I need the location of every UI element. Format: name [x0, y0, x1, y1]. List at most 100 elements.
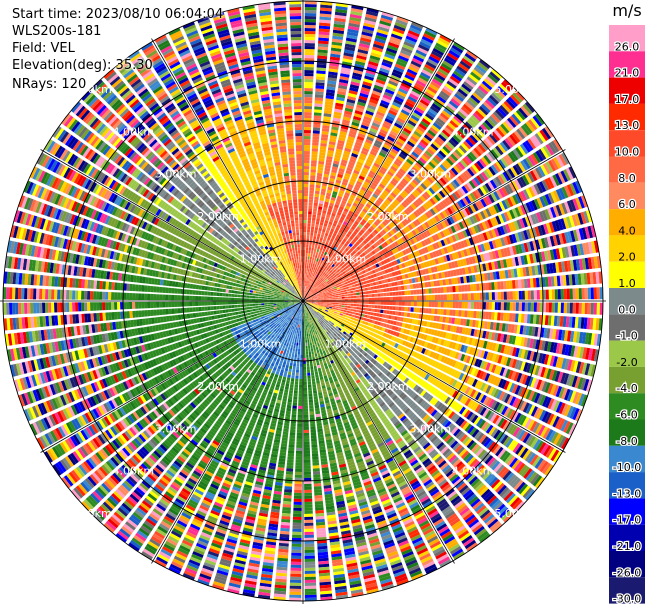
radar-gate	[448, 236, 454, 244]
radar-gate	[330, 238, 334, 243]
radar-gate	[305, 256, 308, 260]
radar-gate	[558, 187, 566, 200]
radar-gate	[431, 235, 437, 242]
radar-gate	[441, 210, 448, 218]
radar-gate	[398, 291, 402, 296]
radar-gate	[503, 79, 514, 90]
radar-gate	[481, 156, 490, 166]
radar-gate	[345, 141, 354, 147]
radar-gate	[525, 187, 533, 199]
radar-gate	[397, 316, 401, 321]
radar-gate	[446, 141, 455, 150]
radar-gate	[345, 233, 351, 238]
radar-gate	[448, 182, 456, 191]
radar-gate	[519, 267, 524, 277]
radar-gate	[323, 170, 330, 175]
radar-gate	[345, 265, 349, 269]
radar-gate	[350, 10, 363, 16]
radar-gate	[359, 254, 364, 259]
radar-gate	[406, 207, 413, 214]
radar-gate	[366, 158, 373, 165]
radar-gate	[361, 247, 366, 252]
radar-gate	[406, 68, 418, 76]
radar-gate	[304, 37, 316, 41]
radar-gate	[371, 93, 381, 99]
radar-gate	[338, 219, 344, 224]
radar-gate	[571, 214, 578, 227]
radar-gate	[453, 115, 463, 124]
radar-gate	[312, 241, 316, 246]
radar-gate	[581, 332, 587, 344]
radar-gate	[439, 131, 449, 140]
radar-gate	[451, 44, 464, 54]
radar-gate	[429, 208, 436, 216]
radar-gate	[324, 282, 328, 285]
radar-gate	[328, 254, 333, 259]
radar-gate	[406, 284, 411, 290]
radar-gate	[536, 182, 544, 194]
radar-gate	[419, 295, 423, 301]
radar-gate	[380, 288, 384, 293]
radar-gate	[330, 196, 336, 201]
radar-gate	[307, 287, 310, 291]
radar-gate	[362, 301, 366, 304]
radar-gate	[330, 251, 334, 256]
radar-gate	[305, 301, 309, 302]
radar-gate	[331, 255, 335, 260]
radar-gate	[367, 133, 376, 139]
radar-gate	[458, 285, 462, 292]
radar-gate	[599, 287, 603, 300]
radar-gate	[482, 101, 493, 112]
radar-gate	[438, 150, 447, 159]
radar-gate	[371, 250, 376, 255]
radar-gate	[331, 41, 343, 46]
radar-gate	[347, 296, 351, 299]
radar-gate	[418, 249, 424, 256]
radar-gate	[349, 228, 354, 233]
radar-gate	[326, 299, 330, 301]
radar-gate	[331, 267, 335, 272]
radar-gate	[305, 274, 308, 278]
radar-gate	[467, 167, 475, 177]
radar-gate	[385, 173, 393, 180]
radar-gate	[306, 293, 309, 297]
radar-gate	[391, 271, 396, 277]
radar-gate	[371, 308, 375, 312]
radar-gate	[417, 234, 423, 241]
radar-gate	[590, 241, 597, 254]
radar-gate	[328, 221, 333, 226]
radar-gate	[316, 215, 321, 219]
radar-gate	[482, 209, 489, 219]
radar-gate	[308, 297, 312, 299]
radar-gate	[422, 203, 429, 211]
radar-gate	[542, 162, 551, 175]
radar-gate	[349, 235, 354, 241]
radar-gate	[314, 106, 323, 110]
radar-gate	[353, 274, 358, 278]
radar-gate	[364, 268, 369, 273]
radar-gate	[354, 183, 361, 189]
radar-gate	[340, 240, 345, 245]
radar-gate	[450, 167, 459, 176]
radar-gate	[511, 313, 516, 322]
radar-gate	[471, 164, 480, 173]
radar-gate	[374, 139, 383, 146]
radar-gate	[411, 277, 416, 283]
radar-gate	[455, 90, 467, 100]
radar-gate	[337, 208, 343, 214]
radar-gate	[317, 246, 321, 250]
radar-gate	[304, 112, 312, 116]
radar-gate	[394, 21, 407, 29]
radar-gate	[332, 35, 344, 40]
radar-gate	[420, 205, 427, 213]
radar-gate	[465, 138, 474, 148]
radar-gate	[378, 168, 386, 175]
radar-gate	[486, 135, 496, 146]
radar-gate	[366, 283, 371, 287]
radar-gate	[437, 166, 445, 174]
radar-gate	[356, 135, 365, 141]
radar-gate	[375, 34, 387, 41]
radar-gate	[349, 272, 354, 277]
radar-gate	[475, 320, 479, 328]
radar-gate	[327, 186, 333, 191]
